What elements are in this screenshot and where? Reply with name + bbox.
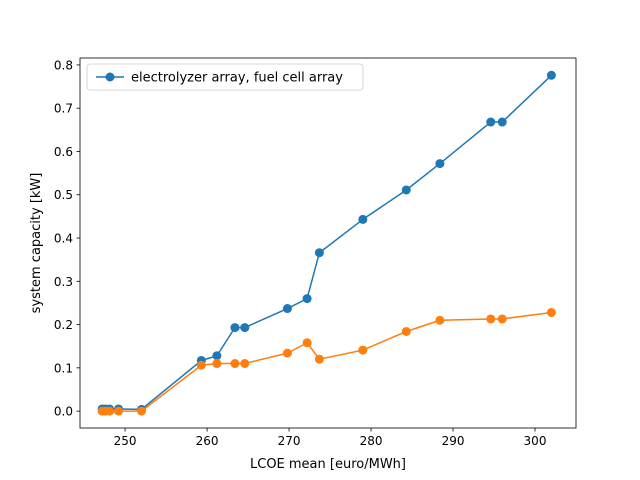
series-1-point [401,185,411,195]
series-1-point [282,304,292,314]
x-tick-label: 260 [196,434,219,448]
x-tick-label: 290 [442,434,465,448]
series-2-point [240,359,250,369]
y-axis-ticks: 0.0 0.1 0.2 0.3 0.4 0.5 0.6 0.7 0.8 [54,58,80,419]
legend-box [86,63,364,91]
series-2-point [136,406,146,416]
series-1-point [240,323,250,333]
series-1-point [302,294,312,304]
series-1-point [358,214,368,224]
y-tick-label: 0.3 [54,275,73,289]
plot-frame [79,57,577,429]
x-tick-label: 250 [114,434,137,448]
y-tick-label: 0.2 [54,318,73,332]
series-2-point [212,359,222,369]
series-2-point [546,307,556,317]
series-2-point [497,314,507,324]
legend: electrolyzer array, fuel cell array [86,63,364,91]
series-2-point [314,354,324,364]
x-axis-label: LCOE mean [euro/MWh] [250,457,406,472]
y-tick-label: 0.7 [54,102,73,116]
series-2-point [230,359,240,369]
y-axis-label: system capacity [kW] [29,173,44,314]
y-tick-label: 0.5 [54,188,73,202]
series-2-point [282,348,292,358]
x-axis-ticks: 250 260 270 280 290 300 [114,428,547,448]
series-1-point [230,323,240,333]
y-tick-label: 0.1 [54,361,73,375]
series-1-point [212,351,222,361]
series-2-point [114,406,124,416]
series-1-point [435,159,445,169]
y-tick-label: 0.4 [54,232,73,246]
series-1-point [314,248,324,258]
series-2-point [105,406,115,416]
series-2-point [302,338,312,348]
series-1-point [486,117,496,127]
series-layer [97,70,556,416]
plot-area [80,58,576,428]
series-2-point [196,360,206,370]
series-1-point [546,70,556,80]
x-tick-label: 280 [360,434,383,448]
series-2-point [401,327,411,336]
legend-label: electrolyzer array, fuel cell array [131,71,343,86]
y-tick-label: 0.8 [54,58,73,72]
y-tick-label: 0.0 [54,405,73,419]
series-2-point [486,314,496,324]
x-tick-label: 270 [278,434,301,448]
legend-series-marker [105,72,115,82]
series-2-point [358,345,368,355]
series-1-point [497,117,507,127]
x-tick-label: 300 [524,434,547,448]
y-tick-label: 0.6 [54,145,73,159]
series-2-point [435,315,445,325]
